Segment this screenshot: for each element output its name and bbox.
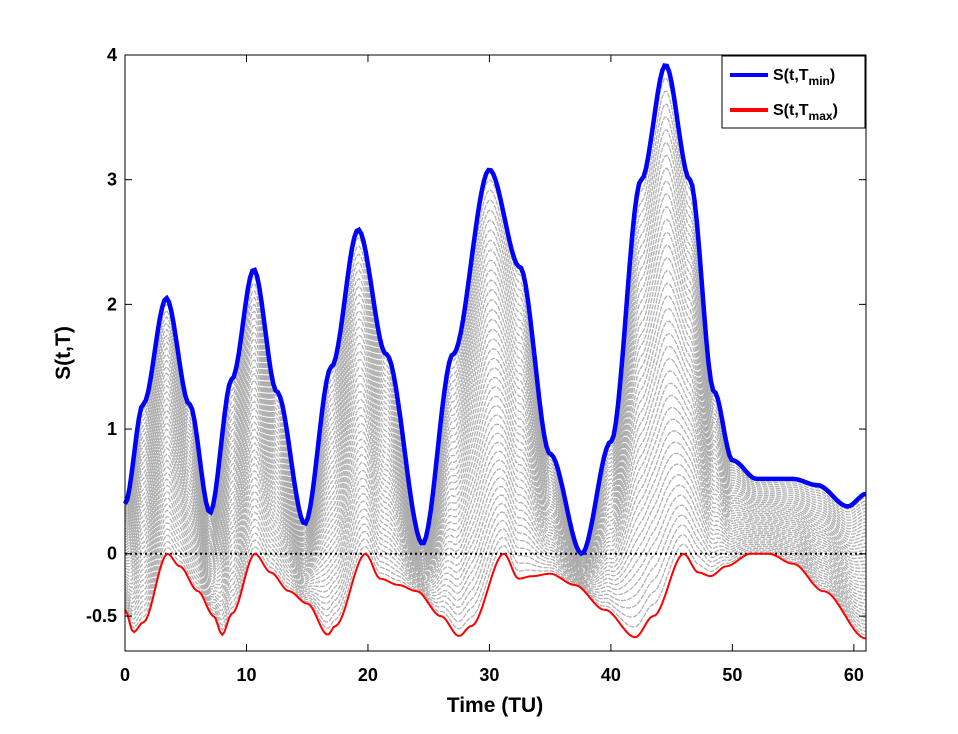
family-curve-16 — [124, 269, 867, 568]
data-lines — [122, 63, 867, 640]
legend-box — [721, 55, 866, 129]
family-curve-29 — [124, 430, 867, 597]
x-tick-label: 40 — [601, 665, 621, 685]
family-curve-34 — [124, 484, 867, 615]
family-curve-25 — [124, 382, 866, 583]
plot-area-frame — [124, 54, 867, 652]
y-tick-label: 1 — [107, 419, 117, 439]
series-line-s-tmin — [122, 63, 867, 557]
family-curve-4 — [124, 116, 867, 558]
family-curve-35 — [124, 494, 867, 619]
family-curve-28 — [124, 418, 867, 594]
family-curve-17 — [124, 282, 867, 569]
family-curve-23 — [124, 358, 866, 576]
family-curve-3 — [124, 103, 867, 557]
family-curve-27 — [124, 406, 866, 590]
family-curve-39 — [124, 533, 867, 633]
family-curve-5 — [124, 129, 867, 559]
x-tick-label: 0 — [120, 665, 130, 685]
legend: S(t,Tmin) S(t,Tmax) — [721, 55, 866, 129]
family-curve-13 — [124, 231, 867, 566]
y-tick-label: 0 — [107, 544, 117, 564]
family-curve-6 — [124, 141, 867, 560]
y-tick-label: 3 — [107, 170, 117, 190]
family-curve-36 — [124, 504, 867, 622]
family-curve-26 — [124, 394, 866, 587]
family-curve-10 — [124, 192, 867, 563]
family-curve-40 — [124, 543, 867, 636]
y-tick-label: -0.5 — [86, 606, 117, 626]
axis-ticks: 0 10 20 30 40 50 60 -0.5 0 1 2 3 4 — [86, 45, 866, 685]
x-tick-label: 60 — [844, 665, 864, 685]
family-curve-9 — [124, 180, 867, 562]
family-curve-15 — [124, 257, 867, 568]
family-curve-14 — [124, 244, 867, 567]
y-axis-label: S(t,T) — [52, 326, 75, 380]
x-tick-label: 50 — [722, 665, 742, 685]
legend-label-lower: S(t,Tmax) — [773, 102, 838, 123]
family-curve-38 — [124, 524, 867, 629]
family-curve-32 — [124, 463, 867, 608]
family-curve-31 — [124, 452, 867, 604]
family-curve-12 — [124, 218, 867, 565]
family-curve-22 — [124, 345, 866, 574]
family-curve-8 — [124, 167, 867, 562]
series-line-s-tmax — [124, 552, 867, 640]
family-curve-37 — [124, 514, 867, 626]
family-curve-30 — [124, 441, 867, 601]
family-curve-19 — [124, 308, 867, 571]
x-tick-label: 30 — [479, 665, 499, 685]
family-curve-20 — [124, 320, 867, 572]
x-tick-label: 20 — [358, 665, 378, 685]
family-curve-21 — [124, 332, 866, 573]
x-axis-label: Time (TU) — [447, 694, 543, 717]
family-curve-18 — [124, 295, 867, 570]
family-curve-11 — [124, 205, 867, 564]
family-curve-7 — [124, 154, 867, 561]
y-tick-label: 2 — [107, 294, 117, 314]
legend-label-upper: S(t,Tmin) — [773, 67, 835, 88]
curve-family — [124, 77, 867, 636]
family-curve-33 — [124, 474, 867, 611]
family-curve-24 — [124, 370, 866, 580]
x-tick-label: 10 — [236, 665, 256, 685]
y-tick-label: 4 — [107, 45, 117, 65]
